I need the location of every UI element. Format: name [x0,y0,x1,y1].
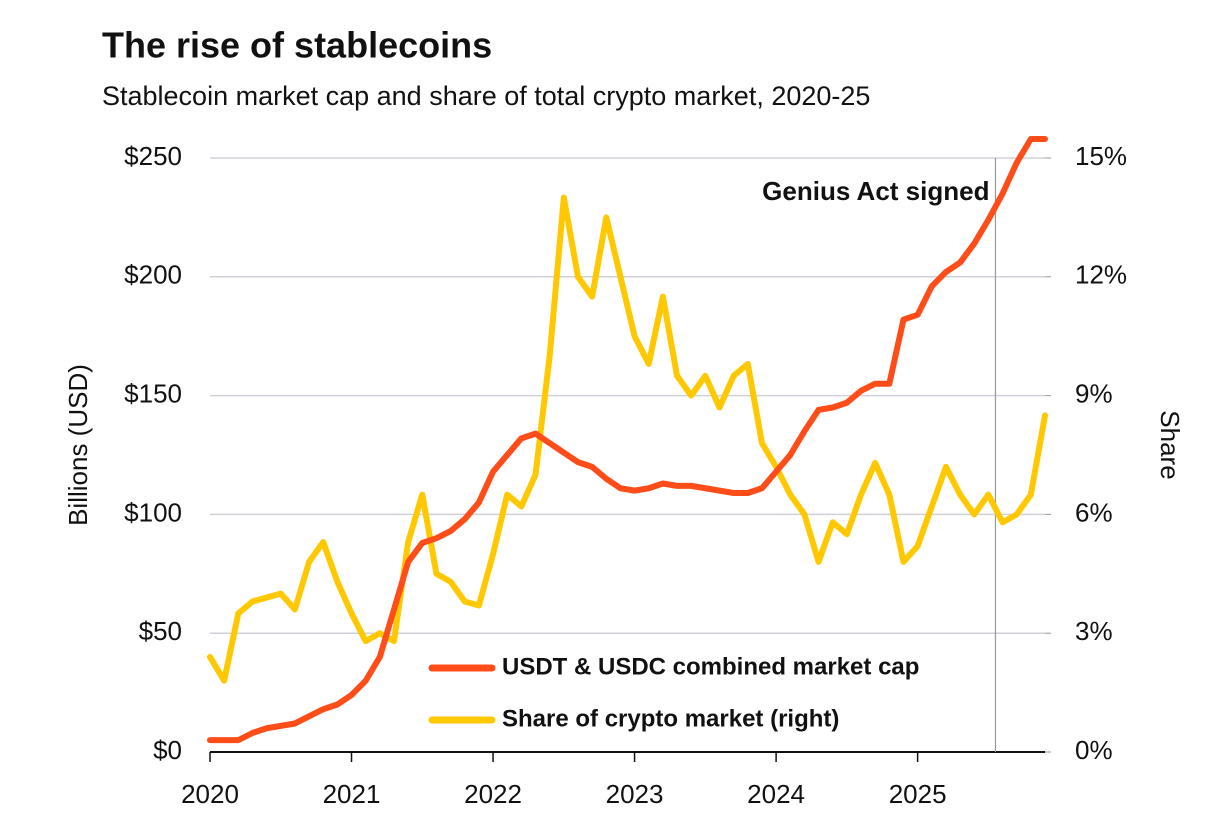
y2-tick-label: 3% [1075,616,1113,646]
y2-tick-label: 12% [1075,260,1127,290]
chart-subtitle: Stablecoin market cap and share of total… [102,81,870,111]
chart-title: The rise of stablecoins [102,25,492,66]
annotation-text: Genius Act signed [762,176,989,206]
legend-label: USDT & USDC combined market cap [502,653,919,680]
y-tick-label: $100 [124,497,182,527]
x-tick-label: 2024 [747,779,805,809]
y-tick-label: $150 [124,378,182,408]
y-tick-label: $200 [124,260,182,290]
y2-tick-label: 15% [1075,141,1127,171]
y-tick-label: $0 [153,735,182,765]
y-axis-label: Billions (USD) [63,364,93,526]
x-tick-label: 2022 [464,779,522,809]
y2-axis-label: Share [1155,410,1185,479]
x-tick-label: 2025 [889,779,947,809]
y2-tick-label: 0% [1075,735,1113,765]
legend-label: Share of crypto market (right) [502,705,839,732]
y-tick-label: $50 [139,616,182,646]
x-tick-label: 2020 [181,779,239,809]
x-tick-label: 2023 [606,779,664,809]
y-tick-label: $250 [124,141,182,171]
series-line [207,194,1048,684]
x-tick-label: 2021 [323,779,381,809]
y2-tick-label: 6% [1075,497,1113,527]
series-line [207,135,1048,744]
y2-tick-label: 9% [1075,378,1113,408]
